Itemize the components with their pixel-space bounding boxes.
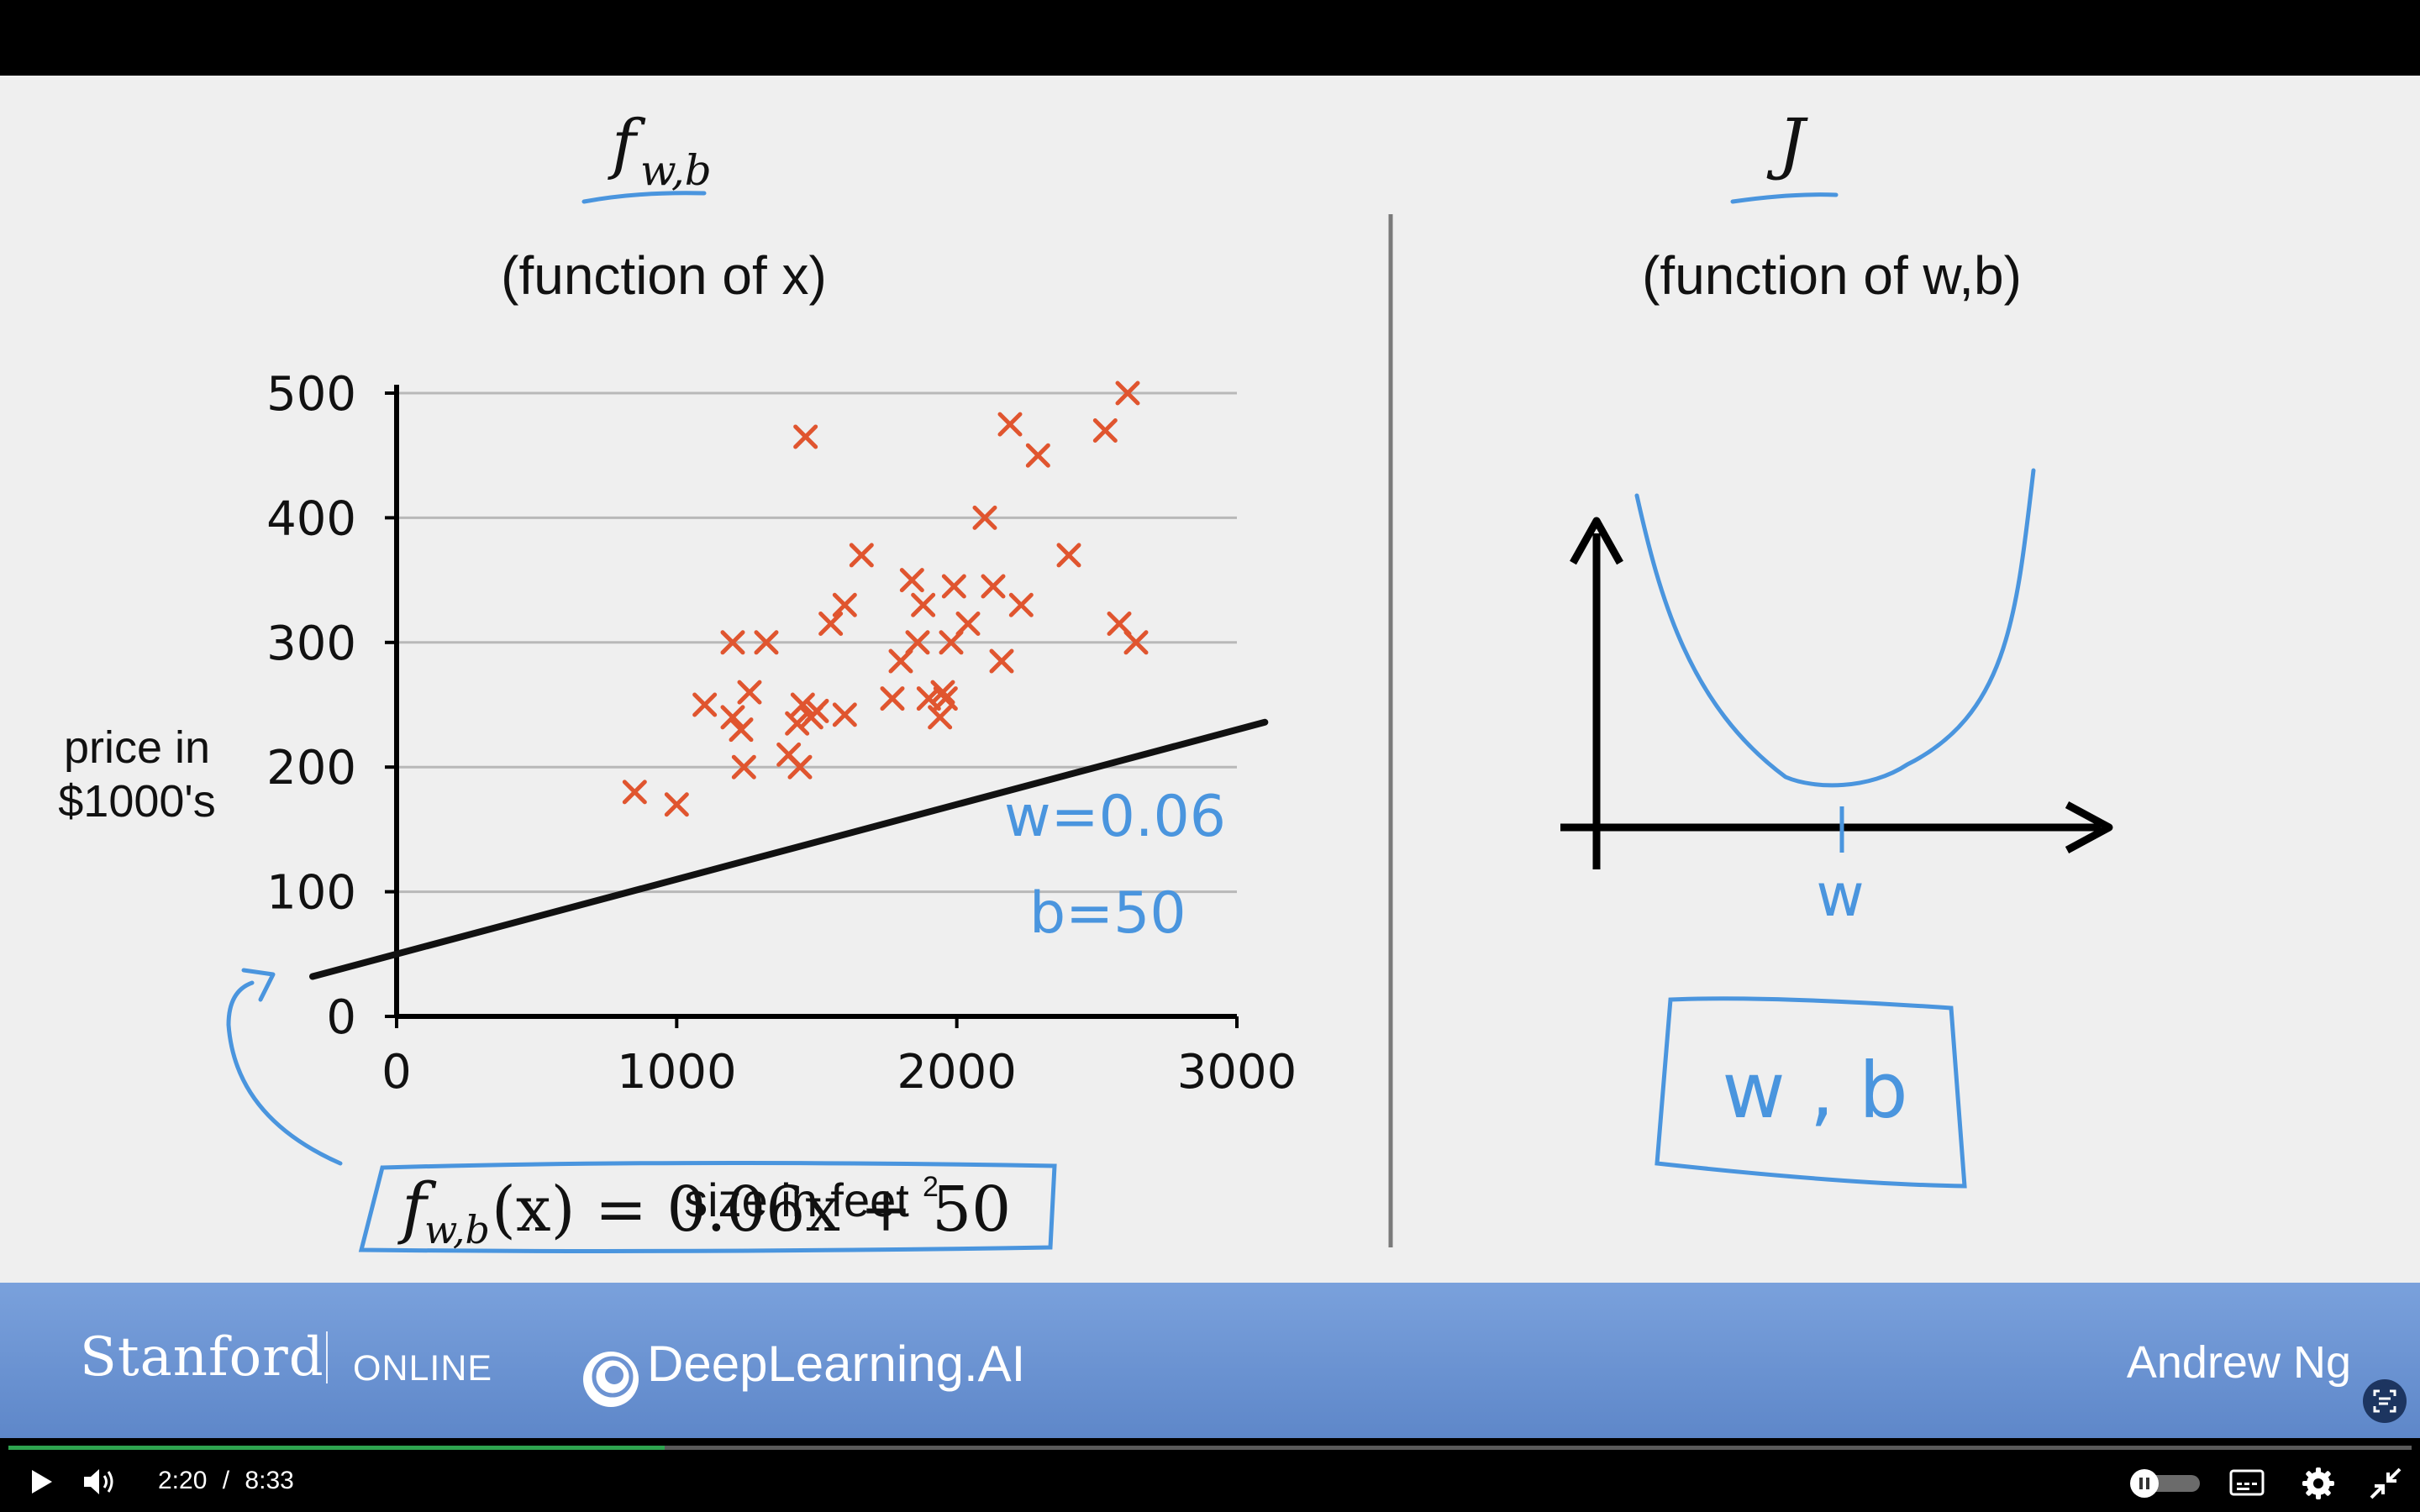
- y-tick-label: 300: [266, 617, 356, 671]
- current-time: 2:20: [158, 1467, 208, 1494]
- data-point-x-marker: [731, 754, 756, 780]
- x-axis-label: size in feet: [684, 1173, 909, 1226]
- brand-divider: [326, 1331, 328, 1383]
- time-separator: /: [222, 1467, 230, 1494]
- settings-icon[interactable]: [2301, 1466, 2336, 1501]
- data-point-x-marker: [981, 574, 1006, 599]
- right-heading-underline: [1730, 192, 1839, 204]
- data-point-x-marker: [785, 711, 810, 736]
- y-axis-label-line1: price in: [64, 722, 210, 773]
- equation-body: (x) = 0.06x + 50: [492, 1173, 1011, 1246]
- cost-axis-w-label: w: [1816, 861, 1864, 930]
- b-value-annotation: b=50: [1029, 880, 1186, 947]
- data-point-x-marker: [916, 686, 941, 711]
- footer-banner: Stanford ONLINE DeepLearning.AI Andrew N…: [0, 1283, 2420, 1438]
- data-point-x-marker: [622, 780, 647, 805]
- cost-y-axis-arrow-icon: [1570, 517, 1623, 565]
- data-point-x-marker: [880, 686, 905, 711]
- scatter-chart: 0 100 200 300 400 500 0 1000 2000 3000 size in fee…: [58, 367, 1297, 1226]
- data-point-x-marker: [729, 717, 754, 743]
- data-point-x-marker: [1092, 418, 1118, 444]
- data-point-x-marker: [849, 543, 874, 568]
- data-point-x-marker: [737, 680, 762, 705]
- volume-icon[interactable]: [81, 1465, 118, 1499]
- params-box: [1655, 996, 1967, 1189]
- data-point-x-marker: [997, 412, 1023, 437]
- model-line: [309, 718, 1269, 980]
- data-point-x-marker: [911, 592, 936, 617]
- presenter-name: Andrew Ng: [2126, 1337, 2351, 1388]
- data-point-x-marker: [804, 698, 829, 723]
- video-controls: 2:20 / 8:33: [0, 1438, 2420, 1512]
- data-point-x-marker: [787, 754, 813, 780]
- y-axis-label-line2: $1000's: [58, 776, 215, 827]
- left-heading-underline: [581, 191, 707, 204]
- data-point-x-marker: [1056, 543, 1081, 568]
- equation-subscript: w,b: [424, 1207, 490, 1252]
- equation-box: [358, 1160, 1057, 1253]
- x-tick-label: 0: [381, 1045, 412, 1100]
- exit-fullscreen-icon[interactable]: [2368, 1466, 2403, 1501]
- y-tick-label: 400: [266, 491, 356, 546]
- deeplearning-logo-text: DeepLearning.AI: [647, 1336, 1026, 1392]
- deeplearning-logo-icon: [583, 1352, 639, 1407]
- data-point-x-marker: [933, 686, 958, 711]
- data-point-x-marker: [1115, 381, 1140, 406]
- data-point-x-marker: [790, 692, 815, 717]
- data-point-x-marker: [1025, 443, 1050, 468]
- online-logo-text: ONLINE: [353, 1348, 493, 1389]
- slide: f w,b (function of x) J (function of w,b…: [0, 76, 2420, 1283]
- left-heading-subscript: w,b: [640, 146, 712, 195]
- data-point-x-marker: [720, 705, 745, 730]
- time-display: 2:20 / 8:33: [158, 1467, 294, 1495]
- x-axis-label-superscript: 2: [923, 1171, 939, 1203]
- data-point-x-marker: [832, 702, 857, 727]
- curved-arrow-icon: [226, 980, 343, 1166]
- x-tick-label: 3000: [1177, 1045, 1297, 1100]
- progress-bar[interactable]: [8, 1446, 2412, 1450]
- data-point-x-marker: [972, 505, 997, 530]
- data-point-x-marker: [664, 792, 689, 817]
- left-subtitle: (function of x): [501, 245, 827, 306]
- w-value-annotation: w=0.06: [1004, 784, 1226, 850]
- scan-text-icon[interactable]: [2363, 1379, 2407, 1423]
- data-point-x-marker: [905, 630, 930, 655]
- data-point-x-marker: [720, 630, 745, 655]
- data-point-x-marker: [692, 692, 718, 717]
- autoplay-toggle-icon[interactable]: [2128, 1467, 2205, 1500]
- data-point-x-marker: [832, 592, 857, 617]
- duration: 8:33: [245, 1467, 294, 1494]
- stanford-logo-text: Stanford: [80, 1326, 324, 1389]
- data-point-x-marker: [928, 705, 953, 730]
- data-point-x-marker: [930, 680, 955, 705]
- right-heading: J: [1766, 104, 1808, 182]
- data-point-x-marker: [955, 612, 981, 637]
- y-tick-label: 100: [266, 866, 356, 921]
- x-tick-label: 1000: [617, 1045, 737, 1100]
- data-point-x-marker: [1123, 630, 1149, 655]
- play-icon[interactable]: [25, 1467, 55, 1497]
- progress-fill: [8, 1446, 665, 1450]
- data-point-x-marker: [989, 648, 1014, 674]
- slide-canvas: f w,b (function of x) J (function of w,b…: [58, 104, 2113, 1253]
- cost-curve: [1634, 468, 2036, 788]
- data-point-x-marker: [1008, 592, 1034, 617]
- data-point-x-marker: [941, 574, 966, 599]
- params-label: w , b: [1722, 1046, 1907, 1136]
- x-tick-label: 2000: [897, 1045, 1017, 1100]
- captions-icon[interactable]: [2228, 1468, 2265, 1497]
- right-subtitle: (function of w,b): [1642, 245, 2022, 306]
- arrowhead-icon: [241, 968, 276, 1002]
- data-point-x-marker: [754, 630, 779, 655]
- y-tick-label: 200: [266, 741, 356, 795]
- data-point-x-marker: [793, 424, 818, 449]
- y-tick-label: 0: [326, 990, 356, 1045]
- data-point-x-marker: [899, 568, 924, 593]
- data-point-x-marker: [818, 612, 844, 637]
- y-tick-label: 500: [266, 367, 356, 422]
- cost-x-axis-arrow-icon: [2065, 801, 2113, 853]
